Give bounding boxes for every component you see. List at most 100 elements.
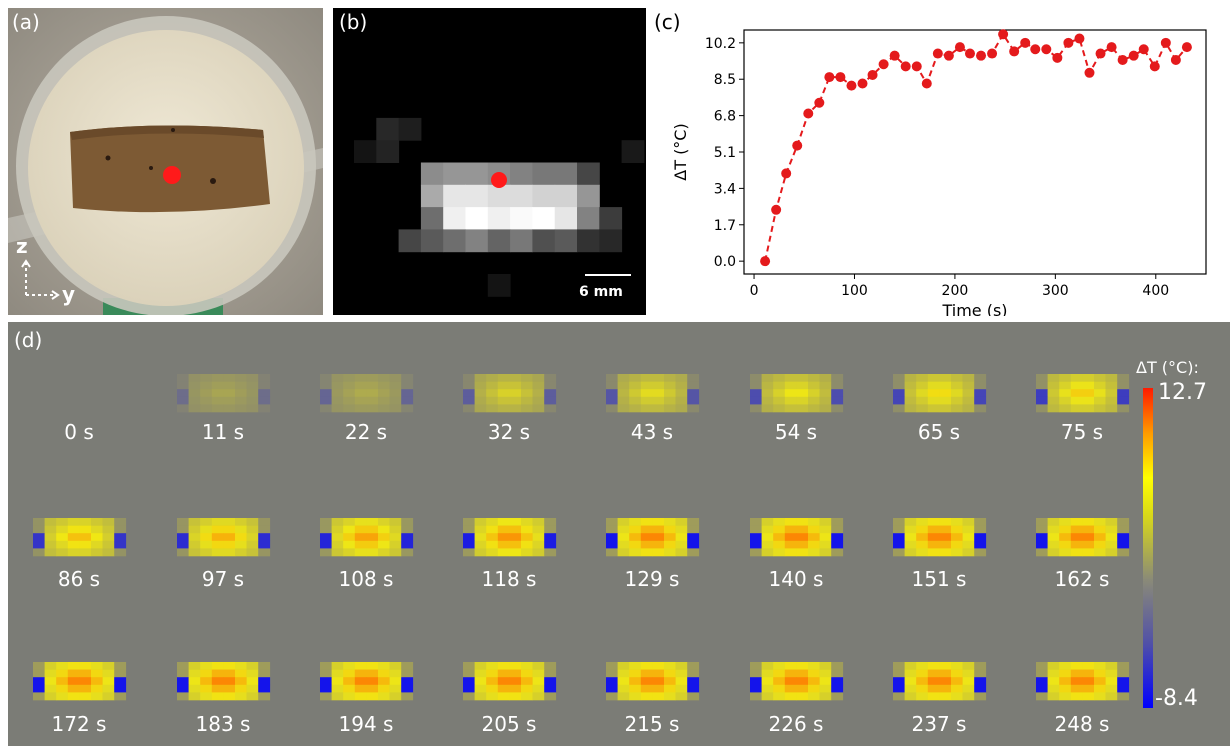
data-point	[1117, 54, 1128, 65]
heatmap-pixel	[544, 548, 557, 557]
heatmap-pixel	[974, 684, 987, 693]
heatmap-pixel	[629, 540, 642, 549]
panel-a-label: (a)	[12, 10, 40, 34]
heatmap-pixel	[235, 518, 247, 526]
heatmap-pixel	[521, 404, 533, 413]
grayscale-image-panel: (b) 6 mm	[333, 8, 646, 315]
heatmap-pixel	[354, 692, 367, 701]
heatmap-pixel	[652, 669, 665, 678]
heatmap-pixel	[687, 396, 700, 405]
heatmap-pixel	[951, 389, 963, 398]
heatmap-pixel	[463, 374, 475, 382]
heatmap-pixel	[378, 396, 390, 405]
heatmap-pixel	[258, 374, 271, 382]
heatmap-pixel	[33, 669, 45, 678]
heatmap-pixel	[56, 669, 69, 678]
heatmap-pixel	[1105, 533, 1118, 542]
heatmap-pixel	[675, 540, 688, 549]
heatmap-pixel	[486, 396, 499, 405]
heatmap-pixel	[750, 684, 762, 693]
heatmap-pixel	[606, 692, 618, 701]
heatmap-pixel	[1036, 677, 1048, 686]
heatmap-pixel	[761, 540, 774, 549]
heatmap-pixel	[1070, 533, 1083, 542]
heatmap-pixel	[904, 396, 917, 405]
data-point	[1063, 37, 1074, 48]
heatmap-pixel	[343, 396, 356, 405]
colorbar	[1143, 388, 1153, 708]
heatmap-pixel	[664, 374, 676, 382]
heatmap-pixel	[389, 669, 402, 678]
heatmap-pixel	[378, 404, 390, 413]
heatmap-pixel	[629, 669, 642, 678]
heatmap-pixel	[761, 518, 774, 526]
heatmap-pixel	[343, 677, 356, 686]
heatmap-pixel	[200, 540, 213, 549]
heatmap-pixel	[509, 533, 522, 542]
heatmap-pixel	[366, 684, 379, 693]
heatmap-pixel	[974, 389, 987, 398]
y-tick-label: 3.4	[714, 181, 736, 197]
frame-time-label: 237 s	[911, 712, 967, 736]
heatmap-pixel	[1105, 677, 1118, 686]
y-tick-label: 10.2	[705, 36, 736, 52]
heatmap-pixel	[1047, 684, 1060, 693]
heatmap-pixel	[652, 404, 665, 413]
heatmap-pixel	[463, 381, 475, 390]
heatmap-pixel	[831, 540, 844, 549]
x-tick-label: 300	[1042, 283, 1069, 299]
heatmap-pixel	[497, 389, 510, 398]
heatmap-pixel	[893, 404, 905, 413]
pixel-cell	[443, 229, 466, 253]
heatmap-pixel	[606, 396, 618, 405]
heatmap-pixel	[1082, 677, 1095, 686]
heatmap-pixel	[904, 684, 917, 693]
heatmap-pixel	[687, 692, 700, 701]
heatmap-pixel	[258, 677, 271, 686]
heatmap-pixel	[114, 548, 127, 557]
heatmap-pixel	[331, 662, 344, 670]
heatmap-pixel	[796, 548, 809, 557]
heatmap-pixel	[687, 548, 700, 557]
heatmap-pixel	[354, 374, 367, 382]
heatmap-pixel	[893, 669, 905, 678]
heatmap-pixel	[1047, 540, 1060, 549]
heatmap-pixel	[893, 684, 905, 693]
heatmap-pixel	[532, 533, 545, 542]
heatmap-pixel	[761, 404, 774, 413]
heatmap-pixel	[343, 518, 356, 526]
heatmap-pixel	[79, 662, 92, 670]
heatmap-pixel	[939, 381, 952, 390]
heatmap-pixel	[640, 677, 653, 686]
heatmap-pixel	[67, 684, 80, 693]
y-tick-label: 0.0	[714, 254, 736, 270]
heatmap-pixel	[640, 396, 653, 405]
heatmap-pixel	[320, 381, 332, 390]
heatmap-pixel	[200, 525, 213, 534]
heatmap-pixel	[904, 692, 917, 701]
heatmap-pixel	[79, 518, 92, 526]
heatmap-pixel	[56, 525, 69, 534]
heatmap-pixel	[750, 518, 762, 526]
heatmap-pixel	[664, 518, 676, 526]
heatmap-pixel	[463, 404, 475, 413]
heatmap-pixel	[640, 525, 653, 534]
heatmap-pixel	[784, 677, 797, 686]
heatmap-pixel	[974, 662, 987, 670]
pixel-cell	[554, 162, 578, 186]
heatmap-pixel	[486, 518, 499, 526]
heatmap-pixel	[831, 518, 844, 526]
pixel-cell	[354, 140, 377, 163]
heatmap-pixel	[808, 396, 820, 405]
heatmap-pixel	[640, 548, 653, 557]
heatmap-pixel	[389, 684, 402, 693]
heatmap-pixel	[652, 374, 665, 382]
heatmap-pixel	[497, 669, 510, 678]
heatmap-pixel	[223, 518, 236, 526]
heatmap-pixel	[916, 684, 929, 693]
heatmap-pixel	[509, 684, 522, 693]
heatmap-pixel	[211, 684, 224, 693]
heatmap-pixel	[675, 381, 688, 390]
heatmap-pixel	[366, 548, 379, 557]
heatmap-pixel	[927, 540, 940, 549]
